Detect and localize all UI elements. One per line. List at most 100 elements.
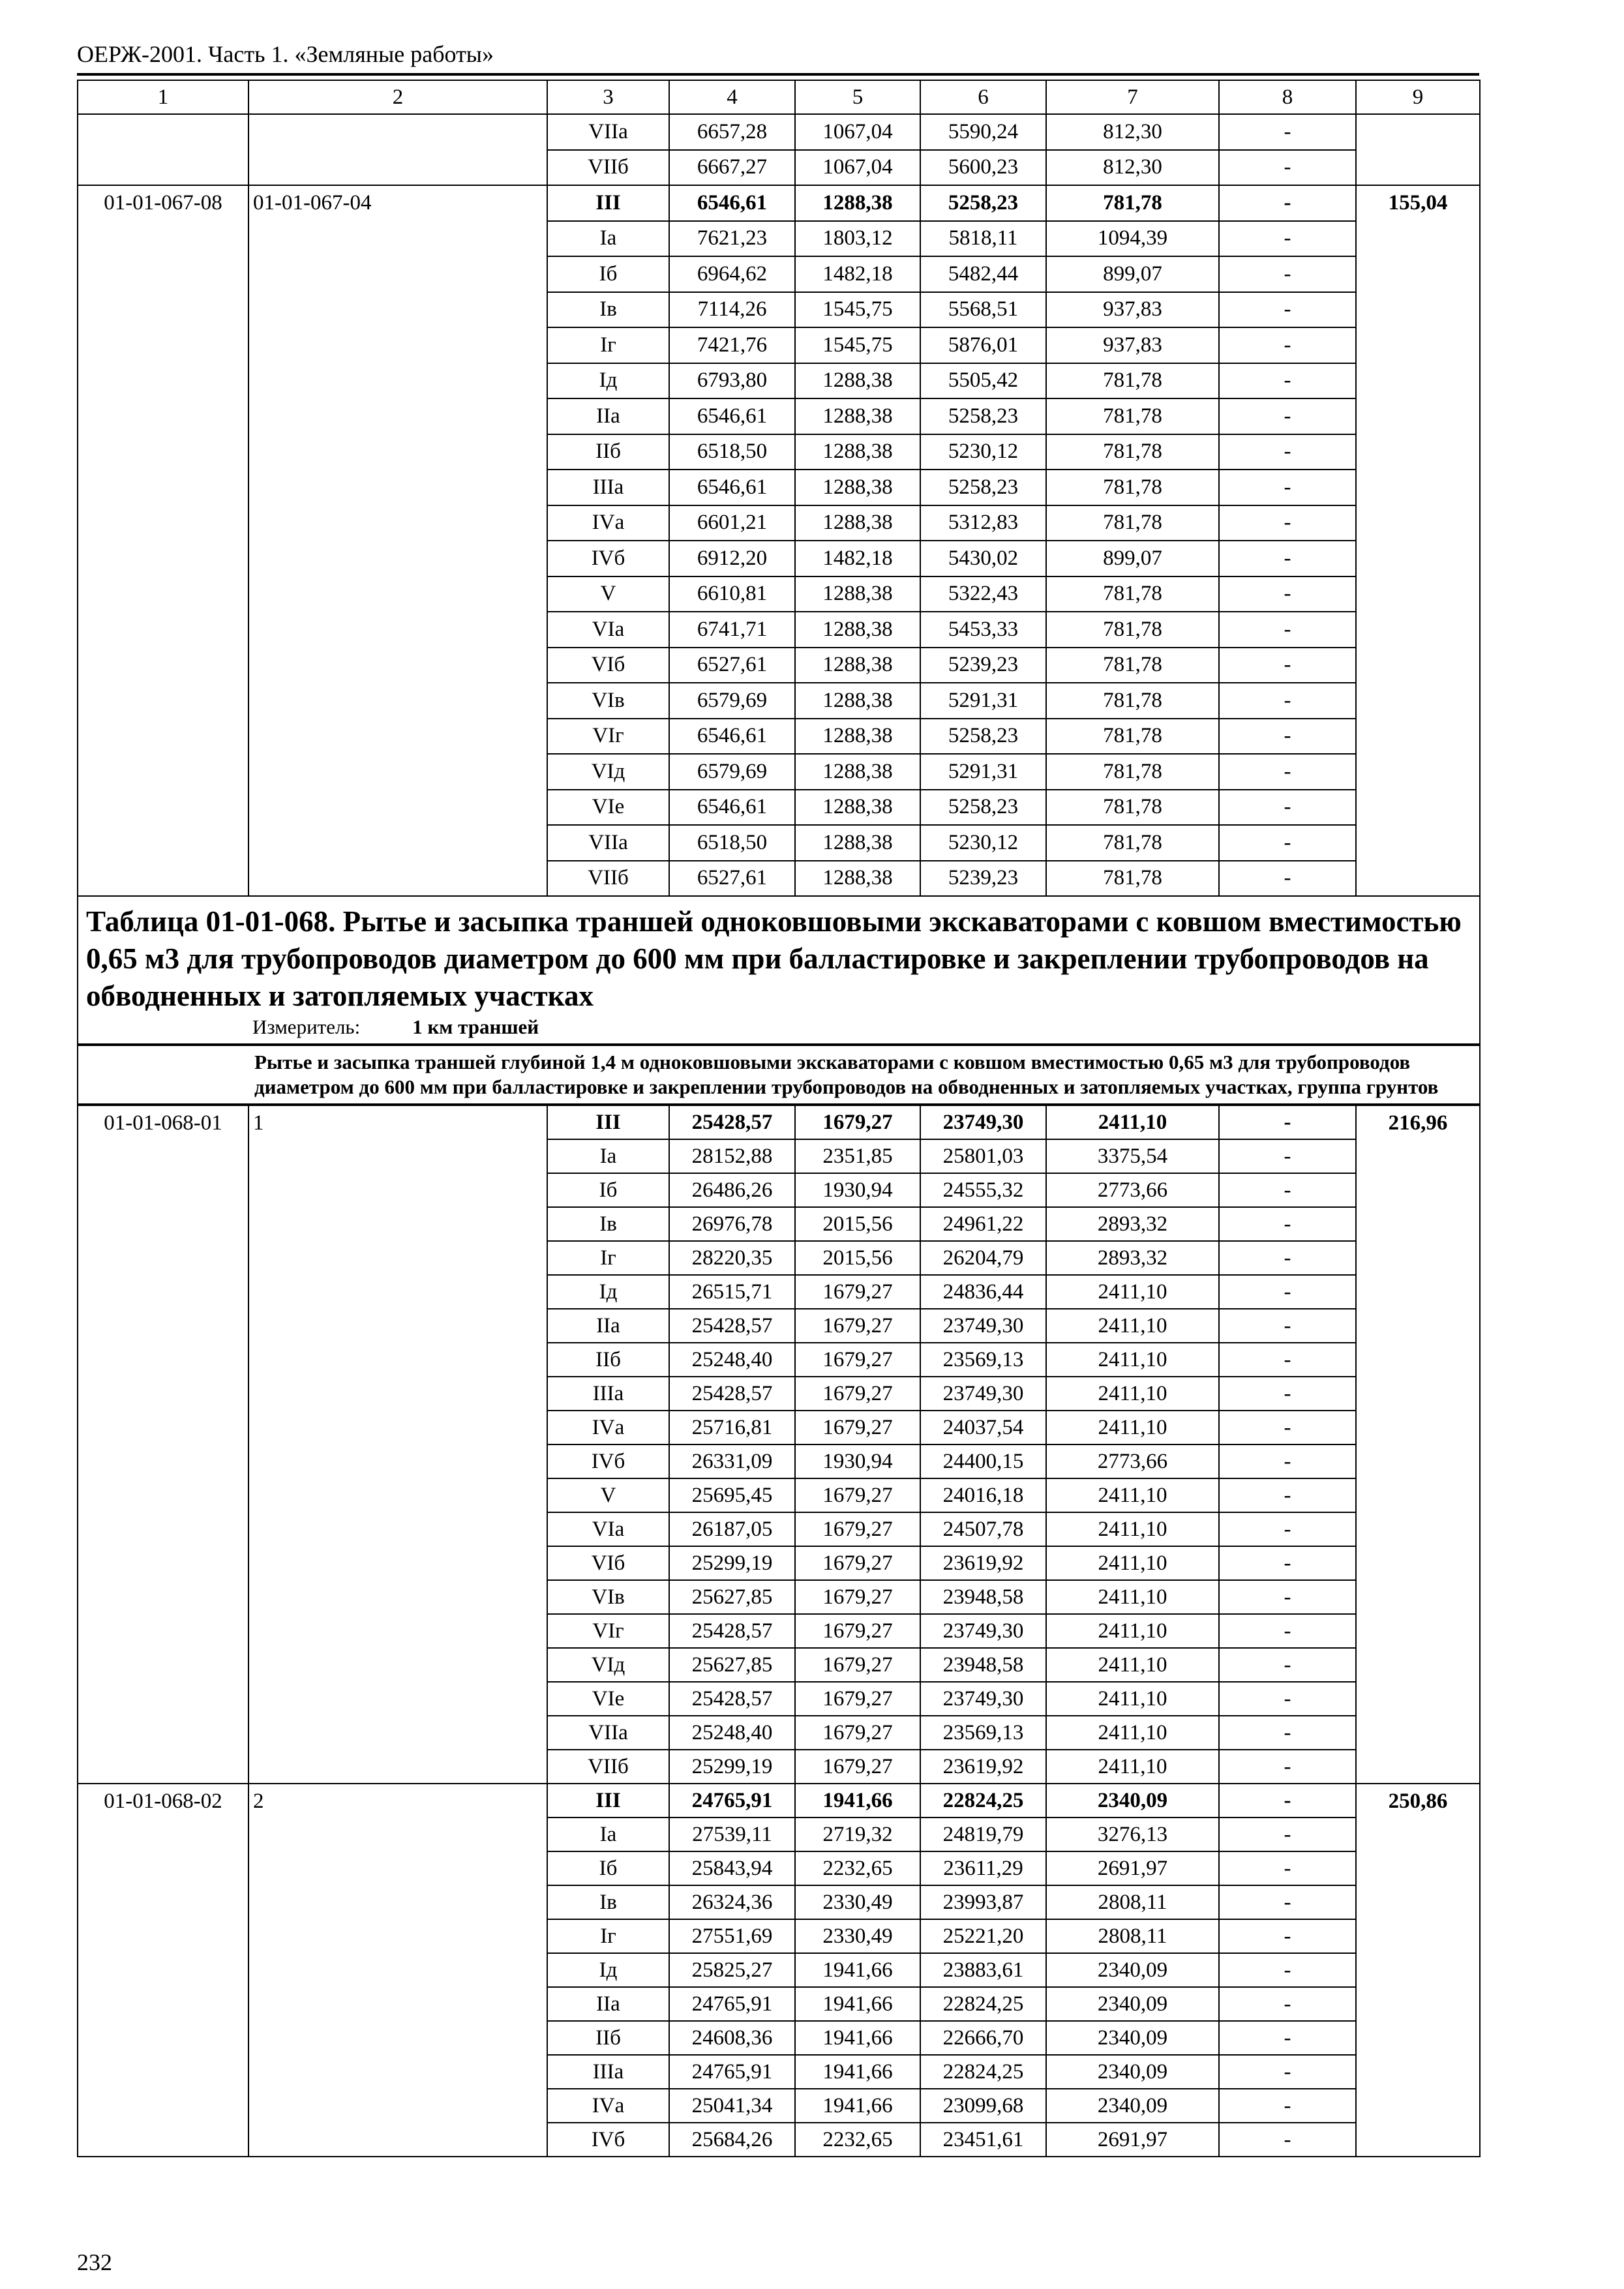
table-row: VIа 6741,71 1288,38 5453,33 781,78-: [78, 611, 1480, 648]
value-col-7: 2340,09: [1045, 2088, 1220, 2123]
value-col-6: 5291,31: [920, 682, 1047, 719]
value-col-8: -: [1218, 469, 1357, 506]
soil-group: Iб: [547, 1851, 670, 1886]
table-row: Iа 28152,88 2351,85 25801,03 3375,54-: [78, 1139, 1480, 1174]
value-col-8: -: [1218, 2088, 1357, 2123]
value-col-4: 6741,71: [669, 611, 796, 648]
value-col-7: 2340,09: [1045, 2020, 1220, 2056]
table-row: VIе 6546,61 1288,38 5258,23 781,78-: [78, 788, 1480, 826]
measure-value: 1 км траншей: [412, 1015, 539, 1038]
table-row: V 6610,81 1288,38 5322,43 781,78-: [78, 575, 1480, 612]
soil-group: VIб: [547, 646, 670, 683]
value-col-4: 7421,76: [669, 327, 796, 364]
table-row: VIIб 6527,61 1288,38 5239,23 781,78-: [78, 860, 1480, 897]
value-col-7: 3375,54: [1045, 1139, 1220, 1174]
value-col-5: 1941,66: [794, 1986, 921, 2022]
value-col-8: -: [1218, 1579, 1357, 1615]
table-row: V 25695,45 1679,27 24016,18 2411,10-: [78, 1478, 1480, 1513]
value-col-7: 2893,32: [1045, 1206, 1220, 1242]
value-col-8: -: [1218, 2054, 1357, 2089]
value-col-5: 2015,56: [794, 1206, 921, 1242]
value-col-4: 6579,69: [669, 753, 796, 790]
column-number-row: 1 2 3 4 5 6 7 8 9: [77, 80, 1481, 115]
value-col-6: 23611,29: [920, 1851, 1047, 1886]
table-row: IVа 6601,21 1288,38 5312,83 781,78-: [78, 504, 1480, 541]
soil-group: VIб: [547, 1546, 670, 1581]
value-col-4: 28152,88: [669, 1139, 796, 1174]
soil-group: IIб: [547, 433, 670, 470]
value-col-4: 26486,26: [669, 1173, 796, 1208]
reference-code: 2: [248, 1783, 548, 2157]
value-col-8: -: [1218, 256, 1357, 293]
value-col-8: -: [1218, 1749, 1357, 1784]
value-col-4: 6793,80: [669, 362, 796, 399]
value-col-8: -: [1218, 1613, 1357, 1649]
table-row: Iв 7114,26 1545,75 5568,51 937,83-: [78, 291, 1480, 328]
soil-group: VIа: [547, 611, 670, 648]
value-col-6: 23749,30: [920, 1104, 1047, 1140]
value-col-5: 1288,38: [794, 753, 921, 790]
soil-group: IVб: [547, 1444, 670, 1479]
table-row: Iг 27551,69 2330,49 25221,20 2808,11-: [78, 1919, 1480, 1954]
value-col-4: 25041,34: [669, 2088, 796, 2123]
table-row: IIб 24608,36 1941,66 22666,70 2340,09-: [78, 2020, 1480, 2056]
value-col-7: 781,78: [1045, 504, 1220, 541]
soil-group: IIб: [547, 2020, 670, 2056]
value-col-8: -: [1218, 149, 1357, 186]
value-col-7: 781,78: [1045, 788, 1220, 826]
value-col-7: 2411,10: [1045, 1647, 1220, 1683]
table-row: Iд 6793,80 1288,38 5505,42 781,78-: [78, 362, 1480, 399]
soil-group: Iб: [547, 1173, 670, 1208]
total-value: [1355, 113, 1481, 186]
table-row: VIIа 25248,40 1679,27 23569,13 2411,10-: [78, 1715, 1480, 1750]
table-row: IVб 25684,26 2232,65 23451,61 2691,97-: [78, 2122, 1480, 2157]
total-value: 155,04: [1355, 185, 1481, 897]
soil-group: V: [547, 575, 670, 612]
soil-group: IIIа: [547, 469, 670, 506]
table-row: Iв 26324,36 2330,49 23993,87 2808,11-: [78, 1885, 1480, 1920]
value-col-5: 1930,94: [794, 1173, 921, 1208]
table-row: VIг 6546,61 1288,38 5258,23 781,78-: [78, 717, 1480, 755]
value-col-5: 1679,27: [794, 1308, 921, 1343]
value-col-6: 5505,42: [920, 362, 1047, 399]
value-col-7: 781,78: [1045, 646, 1220, 683]
value-col-4: 28220,35: [669, 1240, 796, 1276]
value-col-6: 5312,83: [920, 504, 1047, 541]
value-col-5: 1679,27: [794, 1715, 921, 1750]
value-col-8: -: [1218, 1410, 1357, 1445]
value-col-8: -: [1218, 1546, 1357, 1581]
value-col-8: -: [1218, 1173, 1357, 1208]
table-row: IIа 6546,61 1288,38 5258,23 781,78-: [78, 398, 1480, 435]
value-col-8: -: [1218, 433, 1357, 470]
value-col-4: 6912,20: [669, 540, 796, 577]
page-number: 232: [77, 2249, 112, 2275]
value-col-7: 2691,97: [1045, 1851, 1220, 1886]
value-col-6: 5258,23: [920, 788, 1047, 826]
value-col-8: -: [1218, 860, 1357, 897]
value-col-4: 6546,61: [669, 185, 796, 222]
value-col-4: 6546,61: [669, 717, 796, 755]
value-col-7: 2773,66: [1045, 1173, 1220, 1208]
value-col-8: -: [1218, 1647, 1357, 1683]
soil-group: Iг: [547, 1919, 670, 1954]
value-col-5: 1679,27: [794, 1546, 921, 1581]
table-row: VIд 6579,69 1288,38 5291,31 781,78-: [78, 753, 1480, 790]
section-title-row: Таблица 01-01-068. Рытье и засыпка транш…: [77, 895, 1481, 1046]
value-col-7: 2340,09: [1045, 1986, 1220, 2022]
value-col-4: 26324,36: [669, 1885, 796, 1920]
value-col-5: 1941,66: [794, 2054, 921, 2089]
value-col-6: 5568,51: [920, 291, 1047, 328]
soil-group: III: [547, 1783, 670, 1818]
value-col-6: 5230,12: [920, 824, 1047, 861]
value-col-8: -: [1218, 1274, 1357, 1309]
value-col-8: -: [1218, 113, 1357, 151]
value-col-6: 24037,54: [920, 1410, 1047, 1445]
section-title: Таблица 01-01-068. Рытье и засыпка транш…: [86, 905, 1462, 1012]
value-col-6: 22824,25: [920, 1783, 1047, 1818]
value-col-6: 23948,58: [920, 1647, 1047, 1683]
table-row: Iг 28220,35 2015,56 26204,79 2893,32-: [78, 1240, 1480, 1276]
value-col-4: 6518,50: [669, 433, 796, 470]
table-row: VIIб 6667,27 1067,04 5600,23 812,30-: [78, 149, 1480, 186]
value-col-4: 26976,78: [669, 1206, 796, 1242]
table-row: Iб 26486,26 1930,94 24555,32 2773,66-: [78, 1173, 1480, 1208]
